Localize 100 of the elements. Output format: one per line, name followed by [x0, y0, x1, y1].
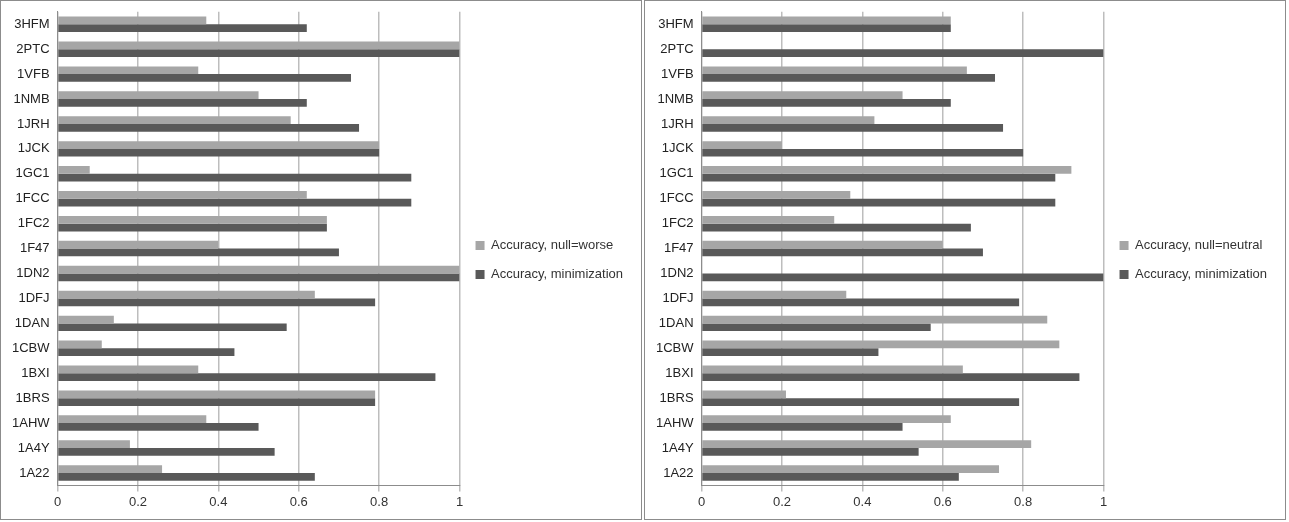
y-tick-label: 2PTC — [16, 40, 50, 56]
y-tick-label: 3HFM — [14, 15, 50, 31]
bar — [58, 265, 460, 274]
bar — [58, 340, 102, 349]
bar — [702, 298, 1020, 307]
y-tick-label: 1CBW — [12, 339, 51, 355]
bar — [58, 166, 90, 174]
bar — [58, 141, 380, 149]
bar — [702, 373, 1080, 381]
bar — [702, 273, 1104, 282]
bar — [58, 240, 219, 249]
y-tick-label: 1A22 — [19, 464, 50, 480]
bar — [58, 472, 315, 481]
bar — [702, 173, 1056, 182]
legend-label: Accuracy, null=worse — [491, 237, 614, 253]
x-tick-label: 0.2 — [772, 493, 791, 509]
y-tick-label: 1AHW — [12, 414, 51, 430]
legend-label: Accuracy, minimization — [1135, 266, 1268, 282]
bar — [58, 415, 207, 424]
x-tick-label: 0.8 — [370, 493, 389, 509]
y-tick-label: 1FC2 — [17, 215, 50, 231]
x-tick-label: 1 — [455, 493, 464, 509]
x-tick-label: 0.6 — [933, 493, 952, 509]
bar — [702, 16, 951, 25]
y-tick-label: 1VFB — [661, 65, 694, 81]
legend-label: Accuracy, minimization — [491, 266, 624, 282]
bar — [58, 440, 130, 449]
bar — [58, 148, 380, 157]
y-tick-label: 1BRS — [659, 389, 694, 405]
bar — [702, 340, 1060, 349]
y-tick-label: 1JRH — [17, 115, 50, 131]
bar — [702, 191, 851, 199]
bar — [58, 465, 163, 473]
bar — [702, 99, 951, 107]
legend-label: Accuracy, null=neutral — [1135, 237, 1263, 253]
bar — [58, 248, 339, 257]
bar — [702, 465, 1000, 473]
x-tick-label: 1 — [1099, 493, 1108, 509]
bar — [702, 423, 903, 431]
bar — [702, 248, 983, 257]
bar — [702, 365, 963, 374]
bar — [58, 373, 436, 381]
bar — [58, 323, 287, 332]
bar — [702, 74, 995, 82]
bar — [702, 198, 1056, 207]
bar — [58, 99, 307, 107]
bar — [702, 166, 1072, 174]
y-tick-label: 1F47 — [19, 240, 50, 256]
bar — [58, 298, 376, 307]
y-tick-label: 1CBW — [656, 339, 695, 355]
bar — [702, 390, 786, 399]
bar — [702, 66, 967, 75]
y-tick-label: 1JRH — [661, 115, 694, 131]
bar — [58, 173, 412, 182]
x-tick-label: 0.6 — [289, 493, 308, 509]
y-tick-label: 1GC1 — [15, 165, 50, 181]
bar — [58, 66, 199, 75]
bar — [702, 49, 1104, 57]
y-tick-label: 1A22 — [663, 464, 694, 480]
bar — [58, 198, 412, 207]
bar — [58, 448, 275, 456]
bar — [58, 49, 460, 57]
bar — [58, 348, 235, 357]
y-tick-label: 1DAN — [658, 314, 694, 330]
y-tick-label: 2PTC — [660, 40, 694, 56]
y-tick-label: 1DFJ — [18, 290, 50, 306]
y-tick-label: 1JCK — [661, 140, 694, 156]
x-tick-label: 0.4 — [209, 493, 228, 509]
bar — [58, 116, 291, 124]
bar — [702, 415, 951, 424]
x-tick-label: 0.2 — [128, 493, 147, 509]
x-tick-label: 0.8 — [1014, 493, 1033, 509]
bar — [702, 348, 879, 357]
bar — [702, 24, 951, 32]
bar — [58, 365, 199, 374]
bar — [702, 398, 1020, 406]
bar — [58, 290, 315, 299]
bar — [58, 16, 207, 25]
y-tick-label: 1DFJ — [662, 290, 694, 306]
y-tick-label: 3HFM — [658, 15, 694, 31]
bar — [702, 91, 903, 100]
bar — [702, 440, 1032, 449]
bar — [702, 123, 1004, 132]
bar — [58, 215, 327, 224]
bar — [702, 215, 835, 224]
y-tick-label: 1VFB — [17, 65, 50, 81]
bar — [58, 91, 259, 100]
y-tick-label: 1NMB — [13, 90, 50, 106]
y-tick-label: 1A4Y — [17, 439, 50, 455]
bar — [58, 74, 351, 82]
x-tick-label: 0 — [53, 493, 62, 509]
y-tick-label: 1DAN — [14, 314, 50, 330]
y-tick-label: 1DN2 — [660, 265, 694, 281]
y-tick-label: 1FCC — [15, 190, 50, 206]
x-tick-label: 0 — [697, 493, 706, 509]
bar — [58, 273, 460, 282]
bar — [58, 223, 327, 232]
bar — [702, 116, 875, 124]
y-tick-label: 1BXI — [21, 364, 50, 380]
y-tick-label: 1GC1 — [659, 165, 694, 181]
